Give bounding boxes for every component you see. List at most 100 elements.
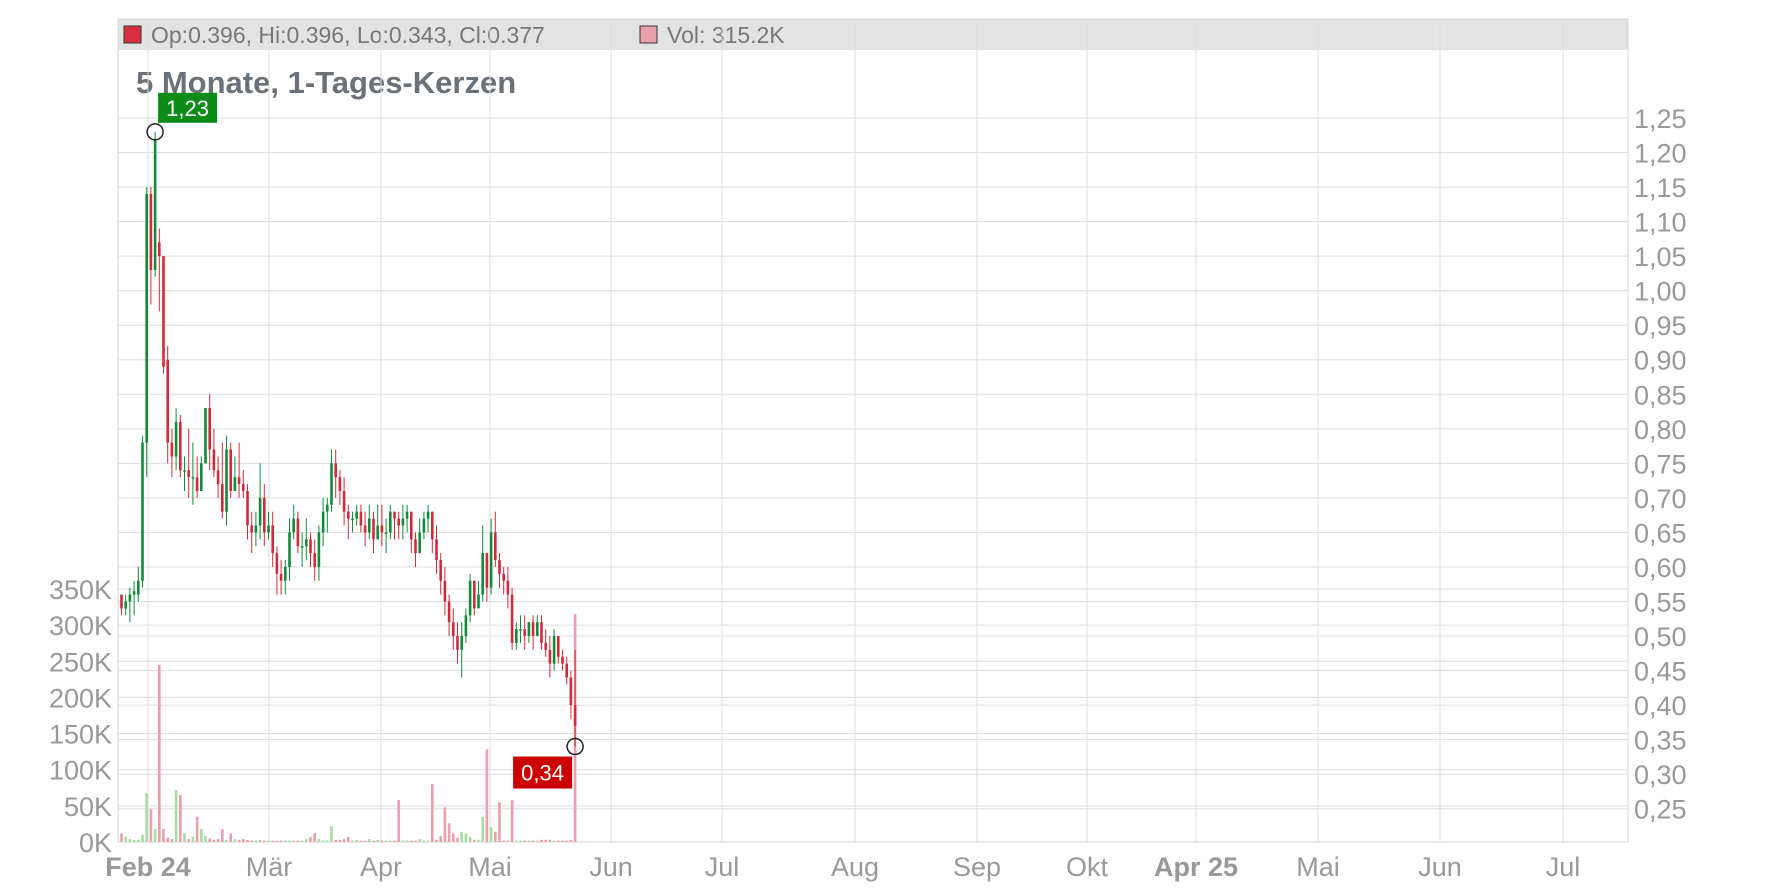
volume-bar	[363, 840, 367, 842]
volume-bar	[477, 839, 480, 842]
volume-bar	[204, 836, 207, 842]
volume-bar	[153, 828, 157, 842]
price-tick-label: 0,90	[1634, 346, 1687, 376]
volume-bar	[380, 840, 384, 842]
x-tick-label: Jul	[705, 852, 740, 882]
candle-body	[376, 525, 379, 540]
price-tick-label: 1,05	[1634, 242, 1687, 272]
price-tick-label: 0,60	[1634, 553, 1687, 583]
candle-body	[149, 193, 153, 270]
volume-bar	[506, 840, 510, 842]
volume-bar	[523, 840, 526, 842]
ohlc-legend-swatch	[123, 25, 142, 44]
candle-body	[254, 525, 258, 533]
volume-bar	[405, 840, 409, 842]
candle-body	[174, 421, 178, 457]
candle-body	[225, 449, 228, 512]
price-tick-label: 0,40	[1634, 691, 1687, 721]
volume-bar	[124, 836, 127, 842]
candle-body	[137, 580, 140, 595]
info-bar-background	[118, 19, 1628, 50]
candle-body	[179, 421, 182, 471]
volume-bar	[544, 839, 547, 842]
candle-body	[447, 601, 451, 623]
candle-body	[515, 629, 518, 643]
candle-body	[368, 518, 371, 533]
candle-body	[292, 518, 295, 533]
x-tick-label: Mär	[246, 852, 293, 882]
candle-body	[552, 636, 556, 664]
candle-body	[489, 532, 493, 588]
price-tick-label: 1,20	[1634, 139, 1687, 169]
x-tick-label: Sep	[953, 852, 1001, 882]
volume-bar	[410, 840, 413, 842]
candle-body	[191, 477, 195, 479]
volume-bar	[212, 839, 216, 842]
volume-bar	[540, 839, 543, 842]
min-price-tag	[513, 756, 573, 789]
candle-body	[405, 511, 409, 519]
x-tick-label: Apr 25	[1154, 852, 1238, 882]
volume-bar	[187, 839, 190, 842]
price-tick-label: 0,35	[1634, 726, 1687, 756]
volume-bar	[456, 837, 459, 842]
candle-body	[573, 705, 577, 726]
candle-body	[216, 470, 220, 485]
candle-body	[540, 622, 543, 643]
candle-body	[347, 511, 350, 519]
volume-bar	[443, 807, 447, 842]
volume-bar	[565, 840, 568, 842]
volume-bar	[254, 840, 258, 842]
candle-body	[258, 497, 262, 526]
candle-body	[166, 359, 169, 443]
price-tick-label: 1,25	[1634, 104, 1687, 134]
volume-bar	[481, 816, 484, 842]
candle-body	[313, 553, 316, 567]
candle-body	[452, 622, 455, 637]
price-axis: 1,25 1,20 1,15 1,10 1,05 1,00 0,95 0,90 0,85 0,80…	[1634, 104, 1687, 825]
candle-body	[418, 532, 421, 554]
volume-bar	[359, 840, 363, 842]
volume-bar	[162, 828, 165, 842]
volume-bar	[208, 838, 211, 842]
candle-body	[351, 518, 354, 521]
price-tick-label: 0,65	[1634, 518, 1687, 548]
volume-bar	[271, 840, 274, 842]
volume-bar	[376, 839, 379, 842]
price-tick-label: 0,85	[1634, 380, 1687, 410]
volume-bar	[384, 840, 388, 842]
candle-body	[359, 511, 363, 526]
volume-bar	[502, 840, 505, 842]
volume-bar	[246, 839, 249, 842]
price-tick-label: 1,00	[1634, 277, 1687, 307]
volume-axis: 350K 300K 250K 200K 150K 100K 50K 0K	[49, 575, 112, 858]
volume-bar	[422, 840, 426, 842]
candle-body	[279, 573, 283, 581]
volume-bar	[485, 749, 489, 842]
volume-bar	[368, 839, 371, 842]
candle-body	[460, 636, 463, 650]
x-tick-label: Jul	[1546, 852, 1581, 882]
volume-bar	[355, 839, 358, 842]
volume-bar	[439, 836, 442, 842]
candle-body	[426, 511, 430, 519]
candle-body	[132, 591, 136, 595]
price-tick-label: 0,70	[1634, 484, 1687, 514]
volume-bar	[557, 840, 560, 842]
volume-bar	[183, 833, 186, 842]
candle-body	[431, 511, 434, 540]
x-tick-label: Feb 24	[105, 852, 191, 882]
plot-frame	[117, 18, 1629, 843]
max-price-marker: 1,23	[146, 92, 218, 141]
candle-body	[477, 594, 480, 609]
volume-bar	[548, 839, 552, 842]
volume-tick-label: 300K	[49, 611, 112, 641]
volume-bar	[179, 795, 182, 842]
volume-tick-label: 50K	[64, 792, 112, 822]
volume-bar	[225, 839, 228, 842]
volume-bar	[561, 840, 564, 842]
price-tick-label: 1,15	[1634, 173, 1687, 203]
volume-bar	[326, 840, 329, 842]
